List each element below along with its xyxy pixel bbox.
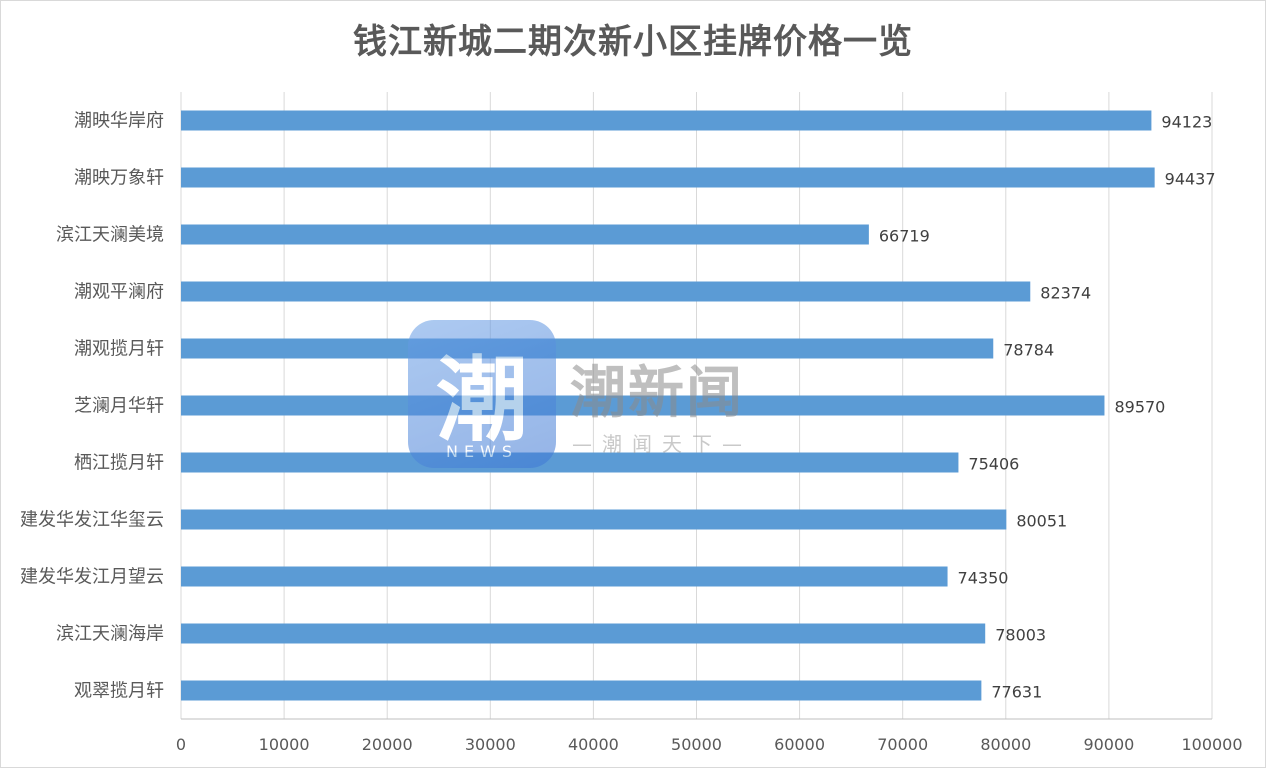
x-tick-label: 90000: [1083, 735, 1134, 754]
data-label: 82374: [1040, 284, 1091, 303]
bar-layer: [181, 110, 1155, 701]
x-tick-label: 0: [176, 735, 186, 754]
x-tick-label: 30000: [465, 735, 516, 754]
y-category-label: 潮观平澜府: [74, 282, 164, 303]
x-tick-label: 10000: [259, 735, 310, 754]
x-tick-label: 60000: [774, 735, 825, 754]
bar: [181, 509, 1007, 530]
y-category-label: 建发华发江华玺云: [20, 510, 164, 531]
bar: [181, 281, 1031, 302]
bar: [181, 338, 994, 359]
data-label: 78003: [995, 626, 1046, 645]
y-category-label: 芝澜月华轩: [74, 396, 164, 417]
data-label: 77631: [991, 683, 1042, 702]
bar: [181, 167, 1155, 188]
data-label: 74350: [958, 569, 1009, 588]
y-category-label: 潮映万象轩: [74, 168, 164, 189]
bar: [181, 395, 1105, 416]
label-layer: 0 10000 20000 30000 40000 50000 60000 70000 8000…: [20, 111, 1243, 755]
bar: [181, 110, 1152, 131]
data-label: 89570: [1114, 398, 1165, 417]
data-label: 75406: [968, 455, 1019, 474]
bar: [181, 623, 986, 644]
bar: [181, 452, 959, 473]
y-category-label: 建发华发江月望云: [20, 567, 164, 588]
y-category-label: 潮观揽月轩: [74, 339, 164, 360]
data-label: 94123: [1161, 113, 1212, 132]
y-category-label: 潮映华岸府: [74, 111, 164, 132]
bar: [181, 224, 869, 245]
chart-title: 钱江新城二期次新小区挂牌价格一览: [353, 22, 913, 62]
y-category-label: 滨江天澜海岸: [56, 624, 164, 645]
x-tick-label: 50000: [671, 735, 722, 754]
y-category-label: 滨江天澜美境: [56, 225, 164, 246]
data-label: 78784: [1003, 341, 1054, 360]
bar: [181, 680, 982, 701]
data-label: 80051: [1016, 512, 1067, 531]
x-tick-label: 20000: [362, 735, 413, 754]
data-label: 66719: [879, 227, 930, 246]
data-label: 94437: [1165, 170, 1216, 189]
y-category-label: 观翠揽月轩: [74, 681, 164, 702]
bar: [181, 566, 948, 587]
x-tick-label: 70000: [877, 735, 928, 754]
x-tick-label: 80000: [980, 735, 1031, 754]
y-category-label: 栖江揽月轩: [74, 453, 164, 474]
x-tick-label: 40000: [568, 735, 619, 754]
x-tick-label: 100000: [1181, 735, 1242, 754]
